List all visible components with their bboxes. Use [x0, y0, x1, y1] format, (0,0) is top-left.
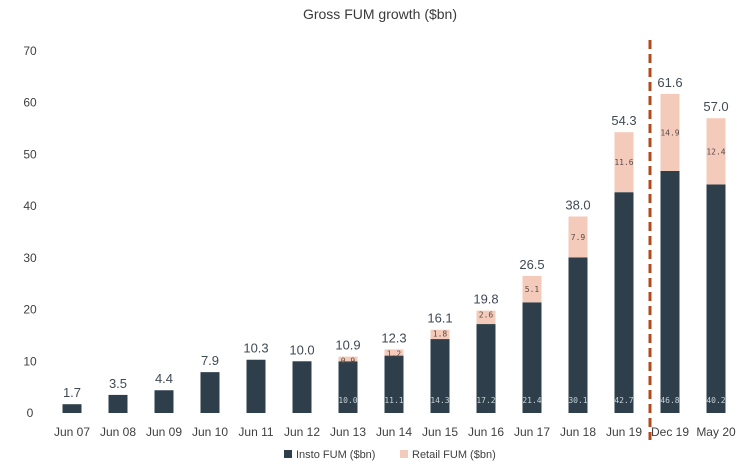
- bar-label-insto: 17.2: [476, 396, 495, 405]
- bar-retail: [384, 349, 404, 356]
- y-tick-label: 30: [23, 251, 37, 265]
- bar-label-insto: 14.3: [430, 396, 449, 405]
- x-axis: Jun 07 Jun 08 Jun 09 Jun 10 Jun 11 Jun 12 Jun …: [54, 425, 736, 439]
- bar-label-insto: 42.7: [614, 396, 633, 405]
- x-tick-label: Jun 12: [284, 425, 320, 439]
- x-tick-label: Jun 09: [146, 425, 182, 439]
- x-tick-label: Jun 10: [192, 425, 228, 439]
- bar-label-insto: 46.8: [660, 396, 679, 405]
- x-tick-label: Jun 08: [100, 425, 136, 439]
- legend: Insto FUM ($bn) Retail FUM ($bn): [284, 449, 496, 461]
- bar-label-insto: 10.0: [338, 396, 357, 405]
- bar-total-label: 57.0: [703, 99, 728, 114]
- y-tick-label: 60: [23, 96, 37, 110]
- bar-insto: [384, 355, 404, 413]
- y-tick-label: 10: [23, 354, 37, 368]
- bar-total-label: 16.1: [427, 311, 452, 326]
- bar-insto: [522, 302, 542, 413]
- y-axis: 0 10 20 30 40 50 60 70: [23, 44, 37, 420]
- x-tick-label: Jun 19: [606, 425, 642, 439]
- y-tick-label: 20: [23, 303, 37, 317]
- bar-total-label: 3.5: [109, 376, 127, 391]
- x-tick-label: Dec 19: [651, 425, 689, 439]
- legend-swatch-retail: [400, 450, 408, 458]
- bar-total-label: 61.6: [657, 75, 682, 90]
- x-tick-label: Jun 14: [376, 425, 412, 439]
- bar-total-label: 1.7: [63, 385, 81, 400]
- bar-insto: [292, 361, 312, 413]
- bar-insto: [338, 361, 358, 413]
- bar-insto: [660, 170, 680, 413]
- bar-insto: [62, 404, 82, 413]
- bar-label-insto: 11.1: [384, 396, 403, 405]
- bar-label-retail: 5.1: [525, 285, 540, 294]
- bar-total-label: 38.0: [565, 197, 590, 212]
- bar-insto: [246, 359, 266, 413]
- bar-insto: [476, 324, 496, 413]
- x-tick-label: May 20: [696, 425, 736, 439]
- bars: 1.7 3.5 4.4 7.9 10.3 10.0 10.0 0.9 10.9 11.1 1.2 12…: [62, 75, 729, 413]
- bar-label-retail: 1.8: [433, 330, 448, 339]
- bar-retail: [706, 118, 726, 185]
- bar-label-retail: 12.4: [706, 147, 725, 156]
- bar-label-retail: 11.6: [614, 158, 633, 167]
- bar-retail: [338, 356, 358, 362]
- bar-label-retail: 0.9: [341, 357, 356, 366]
- bar-total-label: 7.9: [201, 353, 219, 368]
- x-tick-label: Jun 07: [54, 425, 90, 439]
- bar-retail: [568, 216, 588, 258]
- y-tick-label: 70: [23, 44, 37, 58]
- y-tick-label: 40: [23, 199, 37, 213]
- y-tick-label: 50: [23, 147, 37, 161]
- x-tick-label: Jun 15: [422, 425, 458, 439]
- bar-total-label: 26.5: [519, 257, 544, 272]
- bar-total-label: 12.3: [381, 330, 406, 345]
- bar-label-insto: 30.1: [568, 396, 587, 405]
- bar-label-insto: 21.4: [522, 396, 541, 405]
- legend-label-retail: Retail FUM ($bn): [412, 449, 496, 461]
- bar-retail: [522, 275, 542, 303]
- legend-swatch-insto: [284, 450, 292, 458]
- x-tick-label: Jun 11: [238, 425, 273, 439]
- y-tick-label: 0: [27, 406, 34, 420]
- bar-retail: [430, 329, 450, 340]
- bar-total-label: 10.3: [243, 341, 268, 356]
- x-tick-label: Jun 17: [514, 425, 550, 439]
- bar-insto: [108, 394, 128, 413]
- x-tick-label: Jun 18: [560, 425, 596, 439]
- x-tick-label: Jun 13: [330, 425, 366, 439]
- bar-retail: [614, 132, 634, 193]
- x-tick-label: Jun 16: [468, 425, 504, 439]
- bar-insto: [614, 192, 634, 413]
- bar-insto: [568, 257, 588, 413]
- bar-total-label: 10.9: [335, 338, 360, 353]
- bar-label-retail: 2.6: [479, 311, 494, 320]
- bar-total-label: 4.4: [155, 371, 173, 386]
- bar-insto: [706, 184, 726, 413]
- chart-title: Gross FUM growth ($bn): [303, 6, 457, 22]
- bar-total-label: 10.0: [289, 342, 314, 357]
- bar-insto: [430, 339, 450, 413]
- bar-label-retail: 14.9: [660, 128, 679, 137]
- bar-total-label: 54.3: [611, 113, 636, 128]
- bar-retail: [476, 310, 496, 325]
- bar-label-insto: 40.2: [706, 396, 725, 405]
- bar-label-retail: 1.2: [387, 349, 402, 358]
- bar-insto: [200, 372, 220, 413]
- bar-insto: [154, 390, 174, 413]
- bar-label-retail: 7.9: [571, 233, 586, 242]
- bar-retail: [660, 93, 680, 171]
- bar-total-label: 19.8: [473, 292, 498, 307]
- legend-label-insto: Insto FUM ($bn): [296, 449, 375, 461]
